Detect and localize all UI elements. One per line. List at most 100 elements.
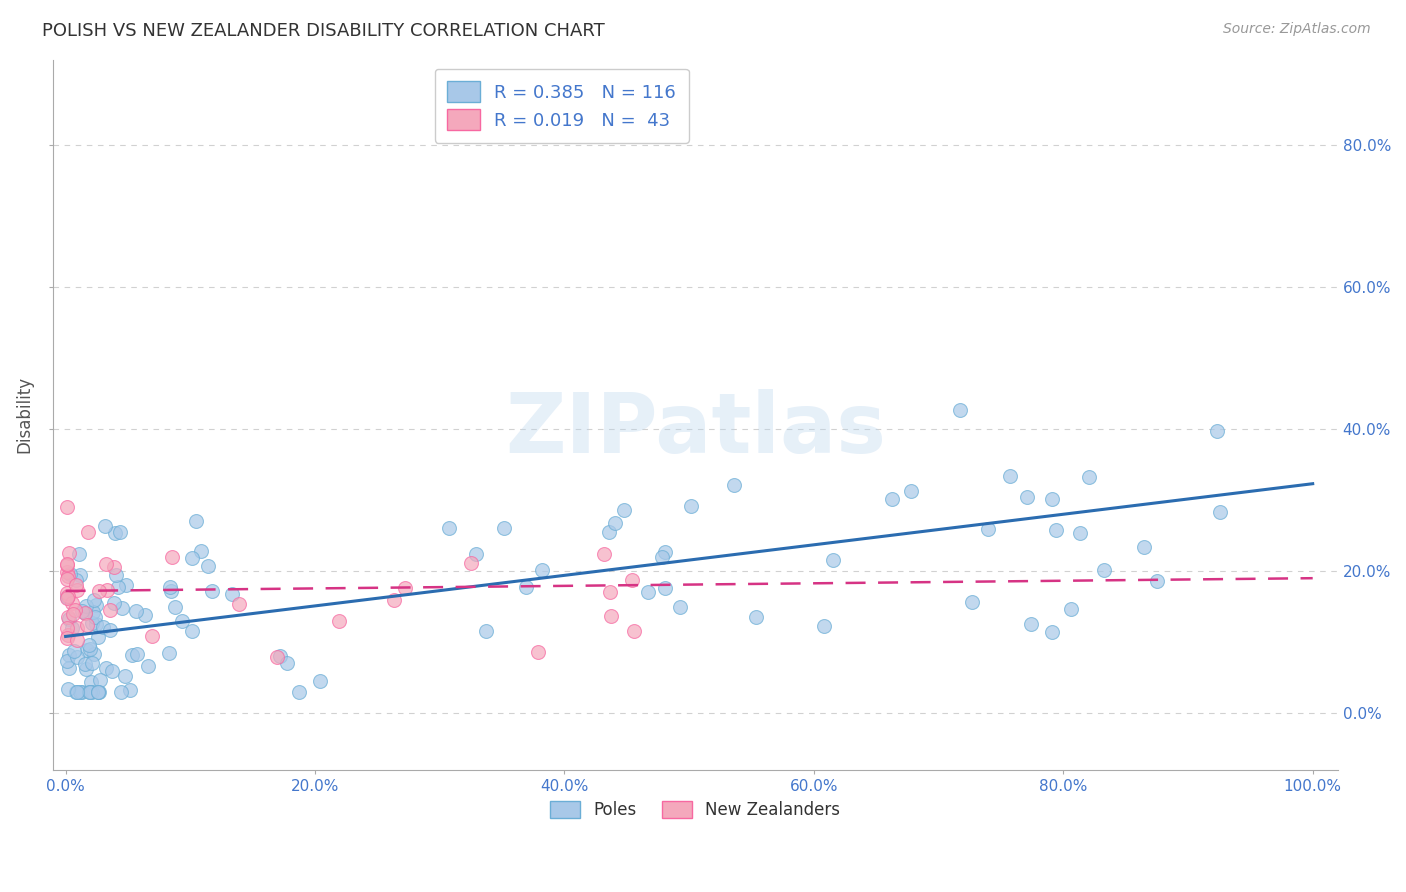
Point [91, 620, 114, 634]
Point [1077, 470, 1099, 484]
Point [62, 607, 84, 622]
Point [104, 525, 127, 540]
Point [98, 624, 121, 638]
Point [87, 630, 110, 644]
Point [1060, 602, 1083, 616]
Point [58, 628, 80, 642]
Point [115, 577, 138, 591]
Point [1019, 616, 1042, 631]
Point [56, 500, 79, 515]
Point [118, 682, 141, 697]
Point [75, 662, 97, 676]
Point [651, 549, 673, 564]
Point [159, 581, 181, 595]
Point [309, 673, 332, 688]
Point [84, 609, 107, 624]
Point [66, 582, 89, 597]
Point [136, 659, 159, 673]
Point [266, 649, 288, 664]
Point [598, 524, 620, 539]
Point [165, 600, 187, 615]
Point [654, 581, 676, 595]
Point [531, 563, 554, 577]
Point [437, 521, 460, 535]
Point [465, 547, 488, 561]
Point [96, 582, 118, 597]
Point [89, 673, 111, 688]
Point [75, 606, 97, 620]
Point [221, 587, 243, 601]
Point [159, 584, 181, 599]
Point [394, 581, 416, 595]
Point [287, 685, 309, 699]
Point [87, 584, 110, 599]
Point [382, 592, 405, 607]
Point [637, 585, 659, 599]
Point [66, 621, 89, 635]
Point [56, 681, 79, 696]
Point [80, 675, 103, 690]
Point [77, 525, 100, 540]
Text: ZIPatlas: ZIPatlas [505, 389, 886, 469]
Point [58, 589, 80, 603]
Point [745, 609, 768, 624]
Point [276, 656, 298, 670]
Point [63, 644, 86, 658]
Point [668, 600, 690, 615]
Point [328, 614, 350, 628]
Point [228, 597, 250, 611]
Point [104, 567, 127, 582]
Point [821, 553, 844, 567]
Point [103, 560, 125, 574]
Point [56, 609, 79, 624]
Point [60, 596, 83, 610]
Point [67, 547, 90, 561]
Point [77, 638, 100, 652]
Point [83, 593, 105, 607]
Point [94, 661, 117, 675]
Point [60, 621, 83, 635]
Point [103, 596, 125, 610]
Point [69, 567, 91, 582]
Point [1045, 523, 1067, 537]
Point [56, 631, 79, 645]
Point [125, 604, 148, 618]
Point [201, 584, 224, 599]
Point [269, 649, 291, 664]
Point [63, 602, 86, 616]
Point [107, 580, 129, 594]
Point [94, 557, 117, 571]
Point [998, 469, 1021, 483]
Point [592, 547, 614, 561]
Point [58, 612, 80, 626]
Point [977, 522, 1000, 536]
Point [56, 558, 79, 572]
Point [79, 642, 101, 657]
Point [79, 685, 101, 699]
Point [613, 503, 636, 517]
Point [654, 545, 676, 559]
Point [1146, 574, 1168, 588]
Point [56, 586, 79, 600]
Point [125, 647, 148, 661]
Point [1015, 490, 1038, 504]
Point [56, 591, 79, 606]
Point [172, 614, 194, 628]
Point [1040, 625, 1063, 640]
Point [681, 499, 703, 513]
Point [962, 595, 984, 609]
Point [65, 685, 87, 699]
Point [494, 521, 516, 535]
Legend: Poles, New Zealanders: Poles, New Zealanders [544, 794, 846, 826]
Point [66, 650, 89, 665]
Point [141, 629, 163, 643]
Point [75, 657, 97, 671]
Point [111, 601, 134, 615]
Point [80, 615, 103, 630]
Point [949, 402, 972, 417]
Point [87, 685, 110, 699]
Point [69, 685, 91, 699]
Text: POLISH VS NEW ZEALANDER DISABILITY CORRELATION CHART: POLISH VS NEW ZEALANDER DISABILITY CORRE… [42, 22, 605, 40]
Point [76, 643, 98, 657]
Point [76, 618, 98, 632]
